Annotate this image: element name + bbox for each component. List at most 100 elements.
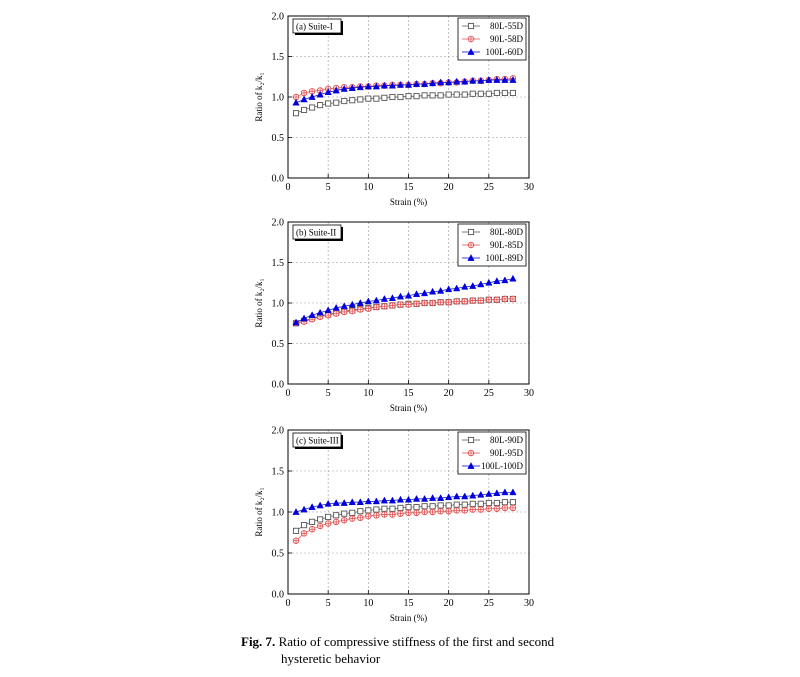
data-point-s1: [429, 92, 436, 99]
x-tick-label: 20: [444, 598, 454, 609]
y-tick-label: 0.5: [272, 549, 285, 560]
data-point-s2: [332, 310, 340, 317]
data-point-s1: [292, 527, 300, 534]
data-point-s2-cross: [333, 310, 339, 317]
data-point-s2-cross: [421, 300, 428, 306]
data-point-s1: [501, 89, 508, 96]
data-point-s2: [405, 301, 412, 308]
series-line-2: [295, 507, 513, 541]
data-point-s2: [324, 311, 332, 319]
data-point-s1: [365, 95, 372, 102]
data-point-s2: [413, 300, 420, 308]
data-point-s3: [332, 499, 340, 506]
data-point-s1: [437, 502, 444, 509]
data-point-s2-cross: [405, 301, 412, 308]
chart-title: (c) Suite-III: [296, 436, 339, 446]
data-point-s2-cross: [365, 305, 372, 312]
series-line-1: [295, 501, 513, 532]
y-tick-label: 1.5: [272, 258, 285, 269]
data-point-s3: [501, 488, 509, 496]
data-point-s1: [469, 90, 476, 97]
data-point-s2: [324, 520, 332, 527]
data-point-s2-cross: [494, 296, 500, 303]
data-point-s2-cross: [510, 505, 516, 511]
data-point-s3: [308, 503, 316, 510]
data-point-s1: [405, 93, 412, 100]
y-axis-label: Ratio of k₂/k₁: [254, 487, 264, 536]
data-point-s2-cross: [421, 509, 428, 515]
data-point-s2-cross: [325, 312, 331, 318]
data-point-s3: [340, 499, 348, 506]
data-point-s2-cross: [381, 511, 388, 518]
legend-marker-2-cross: [468, 450, 474, 456]
data-point-s3: [372, 497, 380, 505]
data-point-s2-cross: [357, 306, 364, 313]
data-point-s2-cross: [478, 297, 484, 304]
data-point-s3: [308, 93, 316, 100]
data-point-s3: [412, 80, 421, 87]
data-point-s1: [445, 502, 452, 509]
legend-label-2: 90L-58D: [490, 34, 523, 44]
data-point-s3: [348, 84, 356, 91]
data-point-s2: [381, 511, 388, 518]
data-point-s1: [397, 504, 404, 511]
data-point-s2-cross: [325, 520, 331, 527]
x-tick-label: 20: [444, 388, 454, 399]
x-tick-label: 30: [524, 598, 534, 609]
data-point-s3: [461, 282, 469, 290]
data-point-s3: [316, 90, 324, 98]
data-point-s2-cross: [357, 514, 364, 521]
data-point-s2: [429, 299, 436, 307]
data-point-s3: [469, 282, 477, 289]
data-point-s2-cross: [510, 296, 516, 302]
data-point-s2: [437, 298, 444, 306]
data-point-s3: [372, 296, 380, 304]
data-point-s2: [397, 510, 404, 517]
data-point-s3: [477, 76, 485, 84]
figure-caption: Fig. 7. Ratio of compressive stiffness o…: [241, 633, 571, 667]
x-tick-label: 0: [286, 388, 291, 399]
legend-label-3: 100L-60D: [486, 47, 524, 57]
y-tick-label: 2.0: [272, 12, 285, 23]
data-point-s3: [469, 76, 477, 84]
data-point-s1: [317, 516, 324, 523]
data-point-s2-cross: [373, 512, 380, 519]
data-point-s2-cross: [413, 301, 420, 307]
data-point-s1: [413, 504, 420, 511]
data-point-s3: [493, 76, 501, 83]
data-point-s3: [493, 489, 501, 496]
data-point-s1: [333, 512, 340, 519]
data-point-s3: [356, 299, 364, 306]
data-point-s2-cross: [301, 90, 307, 96]
data-point-s2: [421, 299, 428, 307]
legend: 80L-90D 90L-95D 100L-100D: [457, 431, 527, 475]
data-point-s2: [469, 297, 477, 304]
data-point-s1: [501, 499, 508, 506]
data-point-s3: [469, 491, 477, 499]
data-point-s2: [373, 512, 380, 519]
data-point-s2-cross: [333, 519, 339, 525]
data-point-s2: [501, 295, 509, 303]
x-tick-label: 20: [444, 182, 454, 193]
data-point-s3: [364, 297, 372, 305]
chart-panel-2: 0 5 10 15 20 25 30 0.0 0.5 1.0 1.5 2.0 Strain (%) Rat…: [254, 218, 534, 414]
y-tick-label: 1.5: [272, 467, 285, 478]
data-point-s1: [325, 100, 332, 107]
legend-marker-1: [467, 22, 475, 30]
data-point-s2-cross: [502, 505, 508, 511]
data-point-s3: [420, 289, 429, 297]
data-point-s1: [453, 91, 460, 98]
x-tick-label: 15: [404, 598, 414, 609]
data-point-s2: [429, 508, 436, 516]
data-point-s2: [509, 295, 517, 303]
data-point-s2-cross: [461, 507, 468, 514]
x-tick-label: 5: [326, 388, 331, 399]
y-tick-label: 0.5: [272, 339, 285, 350]
data-point-s3: [332, 303, 340, 311]
data-point-s2: [340, 516, 348, 524]
data-point-s3: [453, 492, 461, 500]
legend-label-1: 80L-55D: [490, 21, 523, 31]
data-point-s2-cross: [429, 509, 436, 515]
data-point-s2: [300, 89, 308, 97]
